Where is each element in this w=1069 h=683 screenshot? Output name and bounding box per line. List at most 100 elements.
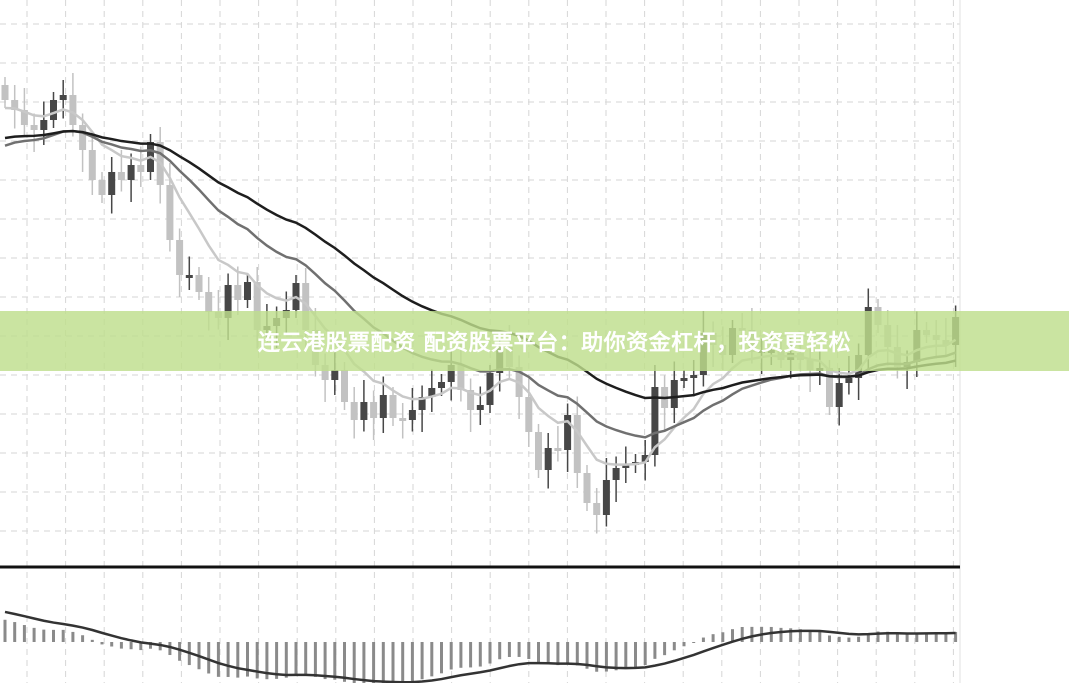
candle-down [117, 172, 125, 180]
macd-histogram-bar [207, 642, 211, 674]
candle-down [88, 150, 96, 180]
candle-down [176, 240, 184, 275]
candle-up [690, 375, 698, 378]
candle-down [98, 180, 106, 195]
candle-up [331, 370, 339, 380]
macd-histogram-bar [537, 642, 540, 663]
macd-histogram-bar [3, 619, 7, 642]
candle-down [69, 95, 77, 125]
candle-down [20, 110, 28, 125]
candle-up [564, 415, 572, 450]
macd-histogram-bar [275, 642, 279, 679]
macd-histogram-bar [575, 642, 579, 666]
macd-histogram-bar [779, 627, 783, 642]
macd-histogram-bar [808, 630, 812, 642]
macd-signal-line [4, 610, 956, 683]
macd-histogram-bar [740, 626, 744, 642]
macd-histogram-bar [71, 631, 75, 642]
macd-histogram-bar [110, 642, 114, 647]
macd-histogram-bar [119, 642, 123, 649]
macd-histogram-bar [149, 642, 152, 649]
candle-up [360, 402, 368, 420]
macd-histogram-bar [469, 642, 473, 668]
macd-histogram-bar [90, 639, 94, 642]
macd-histogram-bar [556, 642, 560, 666]
macd-histogram-bar [566, 642, 570, 664]
macd-histogram-bar [934, 632, 938, 642]
candle-up [680, 378, 688, 381]
macd-histogram-bar [818, 631, 822, 642]
macd-histogram-bar [139, 642, 143, 651]
candle-up [379, 395, 387, 418]
macd-histogram-bar [304, 642, 308, 675]
macd-histogram-bar [284, 642, 288, 678]
candle-down [389, 395, 397, 418]
macd-histogram-bar [517, 642, 521, 657]
candle-up [108, 172, 116, 195]
candle-up [59, 95, 67, 100]
macd-histogram-bar [837, 636, 841, 642]
macd-histogram-bar [721, 632, 725, 642]
macd-histogram-bar [614, 642, 618, 671]
candle-down [321, 365, 329, 380]
candle-up [50, 100, 57, 120]
candle-down [573, 415, 581, 473]
candle-up [428, 388, 436, 397]
macd-histogram-bar [895, 633, 899, 642]
macd-histogram-bar [692, 642, 696, 643]
macd-histogram-bar [333, 642, 337, 680]
macd-histogram-bar [372, 642, 376, 683]
macd-histogram-bar [32, 627, 36, 642]
macd-histogram-bar [585, 642, 589, 669]
macd-histogram-bar [294, 642, 298, 675]
candle-down [166, 185, 174, 240]
macd-histogram-bar [246, 642, 249, 677]
macd-histogram-bar [313, 642, 317, 677]
candle-up [476, 405, 484, 410]
candle-down [253, 282, 261, 330]
candle-down [350, 402, 358, 420]
candle-up [185, 275, 193, 278]
candle-down [593, 503, 601, 515]
macd-histogram-bar [527, 642, 531, 659]
macd-histogram-bar [352, 642, 356, 683]
macd-histogram-bar [129, 642, 133, 650]
macd-histogram-bar [168, 642, 172, 656]
macd-histogram-bar [362, 642, 366, 683]
candle-down [195, 275, 203, 292]
candle-down [467, 390, 475, 410]
macd-histogram-bar [643, 642, 647, 666]
candle-down [341, 370, 348, 402]
candle-up [602, 480, 610, 515]
candle-down [234, 285, 242, 300]
candle-down [457, 365, 465, 390]
macd-histogram-bar [595, 642, 599, 672]
macd-histogram-bar [178, 642, 182, 661]
macd-histogram-bar [265, 642, 269, 680]
candle-up [447, 365, 455, 382]
macd-histogram-bar [226, 642, 230, 677]
macd-histogram-bar [876, 631, 880, 642]
banner-text: 连云港股票配资 配资股票平台：助你资金杠杆，投资更轻松 [257, 331, 852, 356]
macd-histogram-bar [488, 642, 492, 664]
candle-up [612, 468, 620, 480]
candle-up [244, 282, 251, 300]
macd-histogram-bar [944, 633, 948, 642]
macd-histogram-bar [478, 642, 482, 667]
candle-down [370, 402, 378, 418]
candle-up [224, 285, 232, 318]
macd-histogram-bar [61, 629, 65, 642]
macd-histogram-bar [449, 642, 453, 670]
candle-up [418, 397, 426, 410]
macd-histogram-bar [750, 626, 754, 642]
macd-histogram-bar [798, 629, 802, 642]
macd-histogram-bar [459, 642, 463, 668]
macd-histogram-bar [866, 633, 870, 642]
candle-down [79, 125, 87, 150]
macd-histogram-bar [653, 642, 657, 659]
macd-histogram-bar [624, 642, 628, 669]
macd-histogram-bar [381, 642, 385, 683]
macd-histogram-bar [401, 642, 405, 683]
macd-histogram-bar [52, 629, 55, 642]
